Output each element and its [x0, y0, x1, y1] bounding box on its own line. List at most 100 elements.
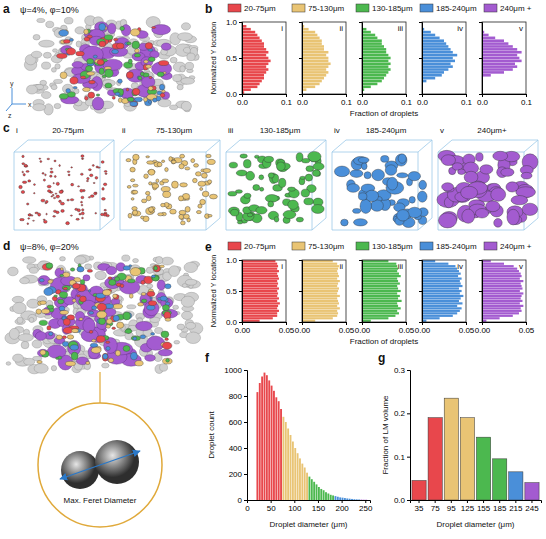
render-blob: [186, 332, 201, 344]
render-blob: [43, 179, 45, 181]
bar: [482, 68, 513, 71]
render-title: 240μm+: [477, 126, 507, 135]
render-blob: [112, 96, 115, 99]
render-blob: [19, 185, 23, 188]
bar: [482, 37, 495, 40]
bar: [362, 312, 399, 314]
legend-swatch: [228, 242, 241, 250]
render-blob: [159, 84, 164, 90]
tick-mark: [407, 500, 410, 501]
tick: [479, 58, 482, 59]
bar: [482, 285, 522, 287]
tick-label: 0.00: [235, 326, 251, 335]
inset: Max. Feret Diameter: [38, 372, 162, 527]
render-blob: [88, 197, 90, 198]
render-blob: [39, 278, 44, 281]
render-blob: [206, 154, 211, 157]
bar: [242, 45, 264, 48]
render-blob: [358, 193, 367, 200]
render-blob: [397, 173, 408, 178]
tick: 1.0: [226, 256, 242, 265]
render-blob: [44, 104, 53, 115]
render-blob: [161, 43, 171, 50]
bar: [422, 278, 462, 280]
render-blob: [152, 25, 171, 35]
subpanel-label: iv: [457, 262, 463, 271]
bar: [422, 307, 462, 309]
panel-letter: b: [205, 2, 212, 16]
bar: [302, 65, 328, 68]
bar: [422, 31, 431, 34]
render-blob: [106, 325, 111, 329]
bar: [363, 499, 365, 500]
render-blob: [71, 167, 73, 168]
axis-line: [483, 323, 527, 326]
bar: [302, 51, 328, 54]
bar: [302, 285, 337, 287]
render-blob: [61, 209, 65, 212]
bar: [482, 268, 517, 270]
bar: [422, 42, 446, 45]
render-blob: [183, 214, 189, 219]
render-blob: [71, 183, 74, 186]
render-blob: [27, 299, 40, 308]
axis-line: [303, 323, 347, 326]
subpanel-label: i: [281, 24, 283, 33]
render-blob: [47, 185, 51, 188]
subpanel-label: i: [16, 126, 18, 135]
tick-label: 800: [229, 392, 243, 401]
render-blob: [58, 299, 64, 304]
bar: [302, 57, 328, 60]
bar: [242, 57, 268, 60]
render-blob: [228, 191, 237, 196]
plot-frame: [302, 22, 346, 94]
bar: [242, 80, 262, 83]
bar: [362, 280, 398, 282]
render-blob: [347, 184, 360, 193]
bar: [287, 429, 289, 501]
render-blob: [88, 290, 91, 292]
render-blob: [32, 340, 42, 348]
render-blob: [521, 172, 532, 179]
bar: [482, 292, 523, 294]
tick-mark: [407, 413, 410, 414]
bar: [242, 270, 279, 272]
render-blob: [353, 209, 361, 214]
render-blob: [70, 77, 78, 84]
tick-mark: [365, 500, 366, 503]
axis-title: Normalized Y location: [209, 255, 218, 328]
render-blob: [132, 190, 137, 194]
render-blob: [102, 198, 106, 201]
tick-label: 150: [312, 504, 326, 513]
render-blob: [364, 172, 371, 179]
render-blob: [501, 168, 514, 176]
render-blob: [409, 196, 415, 203]
bar: [362, 275, 401, 277]
bar: [242, 62, 268, 65]
tick: [419, 58, 422, 59]
render-blob: [138, 302, 144, 306]
render-blob: [171, 160, 175, 164]
render-blob: [103, 290, 111, 296]
render-blob: [522, 203, 537, 215]
render-blob: [83, 318, 95, 332]
render-blob: [54, 160, 56, 162]
render-blob: [28, 214, 31, 216]
render-blob: [84, 29, 89, 34]
render-box: [120, 140, 220, 230]
render-blob: [129, 294, 133, 299]
render-blob: [24, 358, 35, 365]
render-title: 130-185μm: [260, 126, 301, 135]
render-blob: [441, 155, 455, 166]
render-blob: [179, 210, 186, 214]
axis-title: Droplet diameter (μm): [270, 520, 348, 529]
render-blob: [173, 75, 182, 82]
bar: [422, 290, 462, 292]
legend-item: 240μm +: [484, 242, 532, 251]
tick-mark: [499, 500, 500, 503]
render-blob: [365, 190, 378, 201]
render-blob: [133, 337, 137, 340]
axis-label: y: [10, 80, 14, 88]
axis-line: [419, 23, 423, 95]
tick-mark: [299, 94, 302, 95]
